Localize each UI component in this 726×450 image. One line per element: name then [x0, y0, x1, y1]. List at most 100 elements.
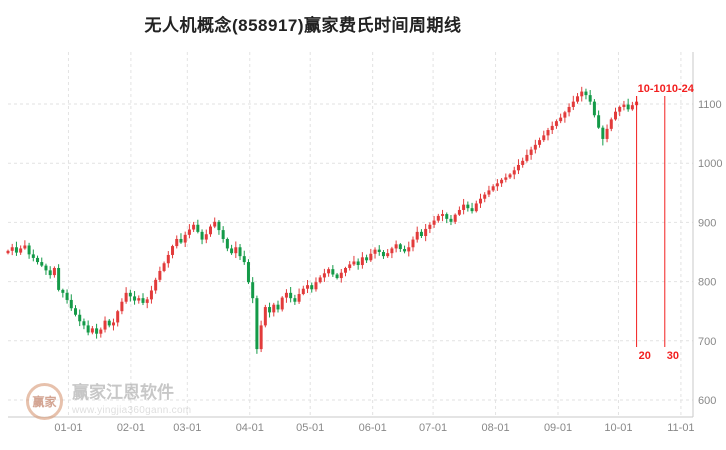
- candle-body: [407, 247, 411, 252]
- fib-line-top-label: 10-10: [638, 83, 666, 95]
- candle-body: [272, 304, 276, 313]
- candle-body: [145, 299, 149, 303]
- candle-body: [613, 111, 617, 120]
- candle-body: [538, 140, 542, 145]
- candle-body: [495, 183, 499, 187]
- candle-body: [124, 292, 128, 302]
- fib-line-bottom-label: 30: [667, 350, 679, 362]
- candle-body: [166, 254, 170, 264]
- candle-body: [360, 257, 364, 266]
- x-axis-label: 01-01: [54, 422, 82, 434]
- watermark-logo-icon: 赢家: [26, 383, 63, 420]
- candle-body: [14, 247, 18, 253]
- candle-body: [107, 320, 111, 326]
- candle-body: [352, 261, 356, 265]
- candle-body: [504, 177, 508, 180]
- x-axis-label: 06-01: [359, 422, 387, 434]
- candle-body: [171, 246, 175, 255]
- candle-body: [571, 101, 575, 107]
- candle-body: [103, 320, 107, 330]
- candle-body: [31, 254, 35, 258]
- candle-body: [61, 289, 65, 293]
- candle-body: [348, 264, 352, 268]
- candle-body: [293, 298, 297, 302]
- candle-body: [542, 135, 546, 141]
- candle-body: [369, 253, 373, 261]
- candle-body: [154, 279, 158, 291]
- candle-body: [268, 307, 272, 313]
- candle-body: [200, 231, 204, 240]
- candle-body: [457, 209, 461, 215]
- x-axis-label: 03-01: [173, 422, 201, 434]
- x-axis-label: 09-01: [544, 422, 572, 434]
- candle-body: [99, 329, 103, 334]
- candle-body: [487, 190, 491, 195]
- candle-body: [263, 307, 267, 326]
- candle-body: [162, 263, 166, 271]
- y-axis-label: 1000: [698, 158, 722, 170]
- candle-body: [133, 296, 137, 301]
- candle-body: [521, 160, 525, 165]
- candle-body: [90, 328, 94, 333]
- candle-body: [149, 290, 153, 300]
- candle-body: [529, 149, 533, 155]
- candle-body: [204, 234, 208, 240]
- candle-body: [466, 204, 470, 209]
- fib-line-bottom-label: 20: [639, 350, 651, 362]
- candle-body: [137, 298, 141, 301]
- y-axis-label: 800: [698, 277, 716, 289]
- candle-body: [306, 285, 310, 289]
- candle-body: [82, 321, 86, 326]
- candle-body: [424, 228, 428, 237]
- candle-body: [470, 208, 474, 212]
- candle-body: [533, 144, 537, 150]
- candle-body: [563, 112, 567, 118]
- candle-body: [356, 261, 360, 266]
- candle-body: [559, 117, 563, 122]
- y-axis-label: 600: [698, 395, 716, 407]
- candle-body: [276, 304, 280, 310]
- candle-body: [40, 262, 44, 266]
- candle-body: [48, 270, 52, 276]
- y-axis-label: 700: [698, 336, 716, 348]
- candle-body: [365, 257, 369, 261]
- candle-body: [57, 267, 61, 290]
- candle-body: [196, 224, 200, 232]
- candle-body: [491, 186, 495, 191]
- candle-body: [314, 282, 318, 290]
- candle-body: [428, 224, 432, 229]
- candle-body: [242, 256, 246, 263]
- candle-body: [441, 214, 445, 216]
- candle-body: [44, 265, 48, 271]
- candle-body: [23, 245, 27, 249]
- x-axis-label: 05-01: [296, 422, 324, 434]
- candle-body: [592, 101, 596, 116]
- x-axis-label: 08-01: [481, 422, 509, 434]
- candle-body: [230, 248, 234, 254]
- candle-body: [445, 214, 449, 219]
- x-axis-label: 10-01: [604, 422, 632, 434]
- candle-body: [474, 203, 478, 212]
- candle-body: [69, 299, 73, 309]
- y-axis-label: 900: [698, 217, 716, 229]
- candle-body: [259, 325, 263, 350]
- candle-body: [246, 262, 250, 283]
- candle-body: [554, 121, 558, 126]
- candle-body: [398, 244, 402, 250]
- candle-body: [52, 267, 56, 276]
- x-axis-label: 11-01: [667, 422, 694, 434]
- candle-body: [192, 224, 196, 230]
- candle-body: [238, 247, 242, 257]
- candle-body: [626, 104, 630, 110]
- candle-body: [550, 125, 554, 131]
- candle-body: [19, 248, 23, 253]
- watermark-text: 赢家江恩软件 www.yingjia360gann.com: [72, 383, 191, 416]
- candle-body: [183, 234, 187, 243]
- candle-body: [318, 277, 322, 283]
- candle-body: [462, 204, 466, 210]
- watermark-url: www.yingjia360gann.com: [72, 405, 192, 416]
- candle-body: [588, 95, 592, 102]
- candle-body: [601, 127, 605, 139]
- candle-body: [335, 274, 339, 279]
